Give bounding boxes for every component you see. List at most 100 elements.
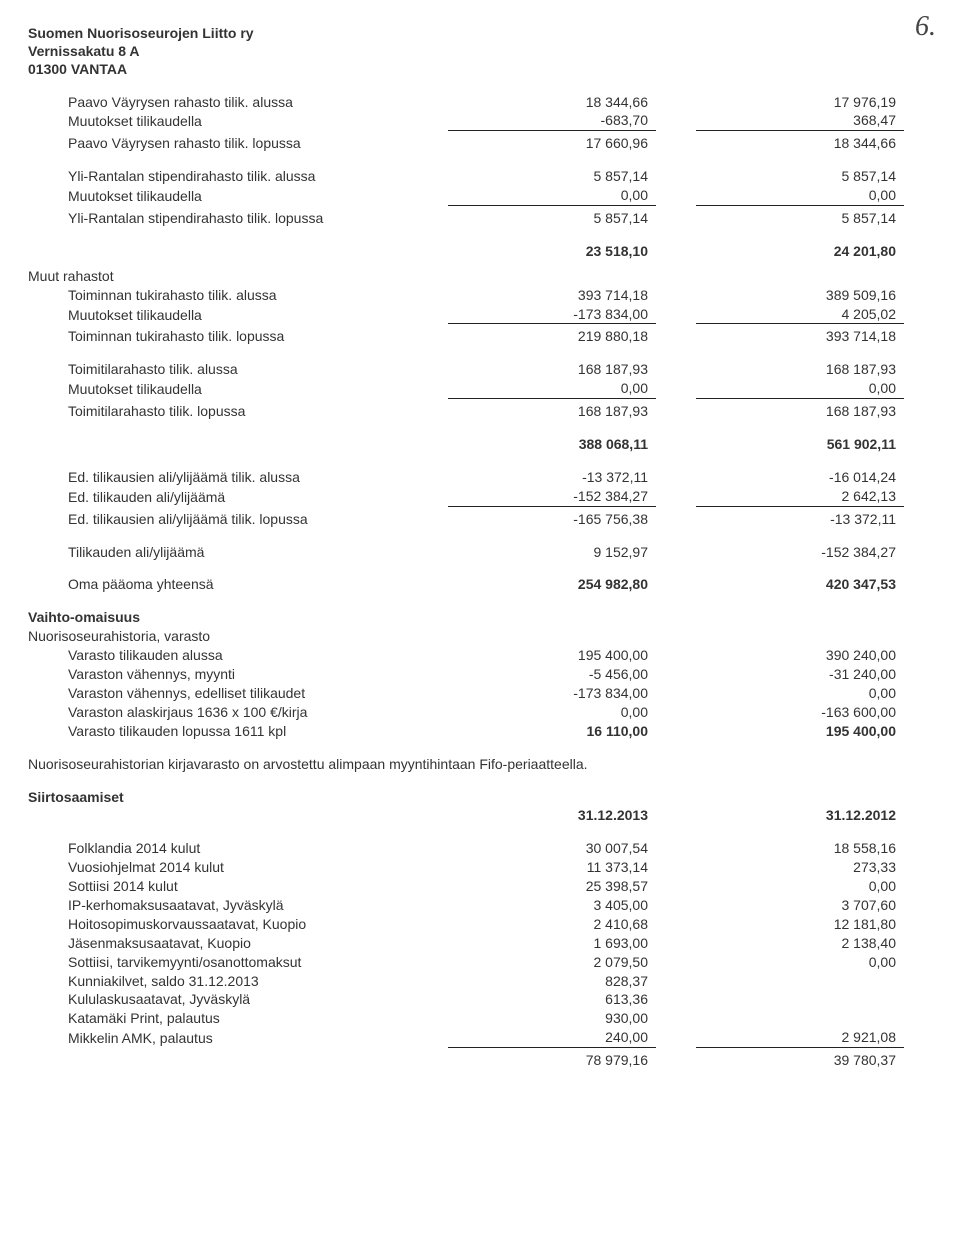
table-row: Paavo Väyrysen rahasto tilik. alussa 18 … — [28, 93, 932, 112]
table-row: Varaston vähennys, myynti -5 456,00 -31 … — [28, 665, 932, 684]
cell-value: 393 714,18 — [696, 324, 904, 346]
row-label: Oma pääoma yhteensä — [28, 575, 448, 594]
cell-value: 0,00 — [448, 703, 656, 722]
total-row: Oma pääoma yhteensä 254 982,80 420 347,5… — [28, 575, 932, 594]
cell-value: -5 456,00 — [448, 665, 656, 684]
table-row: Vuosiohjelmat 2014 kulut 11 373,14 273,3… — [28, 858, 932, 877]
table-row: Varaston alaskirjaus 1636 x 100 €/kirja … — [28, 703, 932, 722]
cell-value: 5 857,14 — [696, 206, 904, 228]
table-row: Jäsenmaksusaatavat, Kuopio 1 693,00 2 13… — [28, 934, 932, 953]
cell-value: -13 372,11 — [696, 507, 904, 529]
cell-value: 219 880,18 — [448, 324, 656, 346]
row-label: Toimitilarahasto tilik. alussa — [28, 360, 448, 379]
row-label: Kunniakilvet, saldo 31.12.2013 — [28, 972, 448, 991]
cell-value: 168 187,93 — [696, 399, 904, 421]
cell-value: 1 693,00 — [448, 934, 656, 953]
cell-value: 9 152,97 — [448, 543, 656, 562]
cell-value: 393 714,18 — [448, 286, 656, 305]
cell-value: 389 509,16 — [696, 286, 904, 305]
cell-value: 18 344,66 — [448, 93, 656, 112]
cell-value: 195 400,00 — [696, 722, 904, 741]
table-row: Toiminnan tukirahasto tilik. lopussa 219… — [28, 324, 932, 346]
row-label: Sottiisi, tarvikemyynti/osanottomaksut — [28, 953, 448, 972]
row-label: Varasto tilikauden lopussa 1611 kpl — [28, 722, 448, 741]
row-label: Ed. tilikausien ali/ylijäämä tilik. lopu… — [28, 510, 448, 529]
column-header: 31.12.2013 — [448, 806, 656, 825]
row-label: Muutokset tilikaudella — [28, 380, 448, 399]
cell-value: 3 707,60 — [696, 896, 904, 915]
cell-value: 168 187,93 — [448, 399, 656, 421]
cell-value: 16 110,00 — [448, 722, 656, 741]
cell-value: 18 344,66 — [696, 131, 904, 153]
table-row: Hoitosopimuskorvaussaatavat, Kuopio 2 41… — [28, 915, 932, 934]
table-row: Toimitilarahasto tilik. alussa 168 187,9… — [28, 360, 932, 379]
table-row: Yli-Rantalan stipendirahasto tilik. alus… — [28, 167, 932, 186]
cell-value: 420 347,53 — [696, 575, 904, 594]
cell-value: 25 398,57 — [448, 877, 656, 896]
cell-value: -173 834,00 — [448, 684, 656, 703]
note-text: Nuorisoseurahistorian kirjavarasto on ar… — [28, 755, 932, 774]
table-row: Kululaskusaatavat, Jyväskylä 613,36 — [28, 990, 932, 1009]
row-label: Mikkelin AMK, palautus — [28, 1029, 448, 1048]
cell-value: 0,00 — [696, 186, 904, 206]
cell-value: 2 642,13 — [696, 487, 904, 507]
cell-value: -31 240,00 — [696, 665, 904, 684]
table-row: Toiminnan tukirahasto tilik. alussa 393 … — [28, 286, 932, 305]
cell-value: 17 976,19 — [696, 93, 904, 112]
cell-value: 2 079,50 — [448, 953, 656, 972]
row-label: Yli-Rantalan stipendirahasto tilik. alus… — [28, 167, 448, 186]
row-label: Varaston vähennys, edelliset tilikaudet — [28, 684, 448, 703]
table-row: Ed. tilikausien ali/ylijäämä tilik. lopu… — [28, 507, 932, 529]
cell-value: -683,70 — [448, 111, 656, 131]
table-row: Muutokset tilikaudella -173 834,00 4 205… — [28, 305, 932, 325]
table-row: Tilikauden ali/ylijäämä 9 152,97 -152 38… — [28, 543, 932, 562]
cell-value: 168 187,93 — [448, 360, 656, 379]
cell-value: 0,00 — [696, 379, 904, 399]
document-header: Suomen Nuorisoseurojen Liitto ry Verniss… — [28, 24, 932, 79]
cell-value: -163 600,00 — [696, 703, 904, 722]
address-street: Vernissakatu 8 A — [28, 42, 932, 60]
table-row: Katamäki Print, palautus 930,00 — [28, 1009, 932, 1028]
row-label: Paavo Väyrysen rahasto tilik. alussa — [28, 93, 448, 112]
table-row: Varaston vähennys, edelliset tilikaudet … — [28, 684, 932, 703]
row-label: Toiminnan tukirahasto tilik. lopussa — [28, 327, 448, 346]
row-label: Jäsenmaksusaatavat, Kuopio — [28, 934, 448, 953]
row-label: Vaihto-omaisuus — [28, 608, 408, 627]
row-label: Toiminnan tukirahasto tilik. alussa — [28, 286, 448, 305]
cell-value: 390 240,00 — [696, 646, 904, 665]
row-label: Folklandia 2014 kulut — [28, 839, 448, 858]
cell-value: 613,36 — [448, 990, 656, 1009]
table-row: Ed. tilikausien ali/ylijäämä tilik. alus… — [28, 468, 932, 487]
row-label: Vuosiohjelmat 2014 kulut — [28, 858, 448, 877]
cell-value: 930,00 — [448, 1009, 656, 1028]
cell-value: 5 857,14 — [448, 206, 656, 228]
cell-value: 5 857,14 — [448, 167, 656, 186]
row-label: Tilikauden ali/ylijäämä — [28, 543, 448, 562]
org-name: Suomen Nuorisoseurojen Liitto ry — [28, 24, 932, 42]
table-row: Varasto tilikauden alussa 195 400,00 390… — [28, 646, 932, 665]
cell-value: 39 780,37 — [696, 1048, 904, 1070]
cell-value: 168 187,93 — [696, 360, 904, 379]
cell-value: -152 384,27 — [696, 543, 904, 562]
row-label: Ed. tilikauden ali/ylijäämä — [28, 488, 448, 507]
cell-value: 240,00 — [448, 1028, 656, 1048]
table-row: Muutokset tilikaudella 0,00 0,00 — [28, 379, 932, 399]
cell-value: 78 979,16 — [448, 1048, 656, 1070]
cell-value: 0,00 — [448, 379, 656, 399]
table-row: Varasto tilikauden lopussa 1611 kpl 16 1… — [28, 722, 932, 741]
cell-value: 18 558,16 — [696, 839, 904, 858]
cell-value: -16 014,24 — [696, 468, 904, 487]
row-label: Varaston vähennys, myynti — [28, 665, 448, 684]
cell-value: 368,47 — [696, 111, 904, 131]
row-label: Varasto tilikauden alussa — [28, 646, 448, 665]
row-label: Yli-Rantalan stipendirahasto tilik. lopu… — [28, 209, 448, 228]
column-header: 31.12.2012 — [696, 806, 904, 825]
cell-value: 23 518,10 — [448, 242, 656, 261]
cell-value: 11 373,14 — [448, 858, 656, 877]
row-label: Muutokset tilikaudella — [28, 187, 448, 206]
cell-value: 828,37 — [448, 972, 656, 991]
cell-value: 12 181,80 — [696, 915, 904, 934]
cell-value: -173 834,00 — [448, 305, 656, 325]
page-number: 6. — [915, 8, 936, 46]
group-title: Muut rahastot — [28, 267, 932, 286]
